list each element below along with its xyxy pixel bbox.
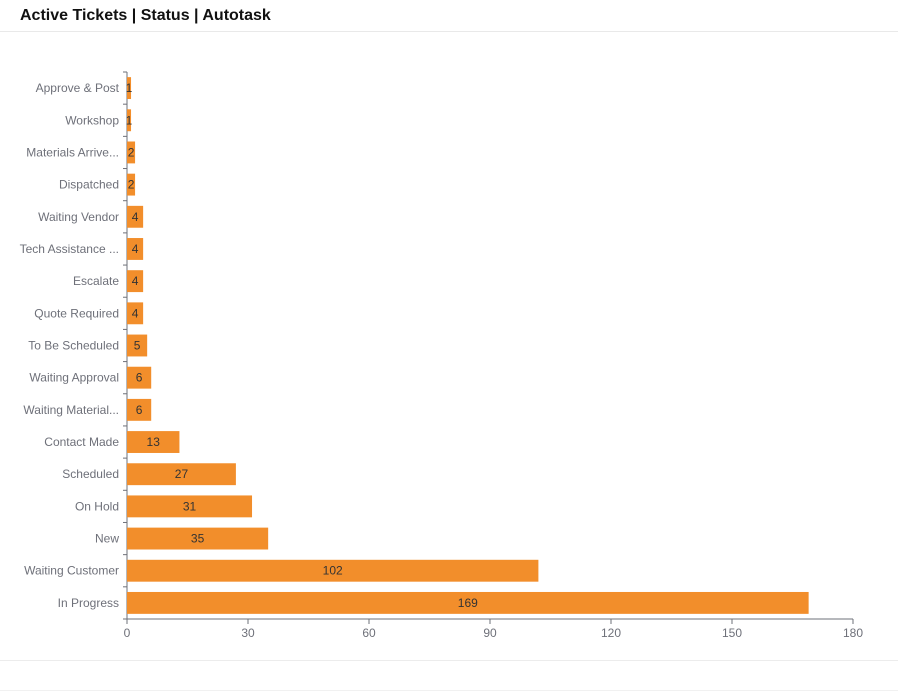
bar-value-label: 1 xyxy=(126,113,133,127)
y-tick-label: On Hold xyxy=(75,499,119,513)
bar-value-label: 6 xyxy=(136,403,143,417)
bar-value-label: 4 xyxy=(132,274,139,288)
chart-header: Active Tickets | Status | Autotask xyxy=(0,0,898,32)
bar xyxy=(127,559,539,582)
bar xyxy=(127,495,253,518)
bar-value-label: 1 xyxy=(126,81,133,95)
bar-value-label: 31 xyxy=(183,499,197,513)
bar-value-label: 35 xyxy=(191,532,205,546)
bar xyxy=(127,270,144,293)
bar-value-label: 2 xyxy=(128,145,135,159)
footer-divider-bottom xyxy=(0,690,898,691)
bar xyxy=(127,238,144,260)
x-tick-label: 30 xyxy=(241,626,255,640)
footer-divider xyxy=(0,660,898,661)
bar-value-label: 4 xyxy=(132,306,139,320)
bar xyxy=(127,463,236,486)
y-tick-label: Tech Assistance ... xyxy=(20,242,119,256)
x-tick-label: 60 xyxy=(362,626,376,640)
bar-chart: Approve & Post 1 Workshop 1 Materials Arrive… xyxy=(20,71,863,640)
bar xyxy=(127,334,148,357)
y-tick-label: Waiting Customer xyxy=(24,564,119,578)
bar-value-label: 5 xyxy=(134,339,141,353)
y-tick-label: Approve & Post xyxy=(36,81,120,95)
bar xyxy=(127,398,152,421)
x-tick-label: 180 xyxy=(843,626,863,640)
bar xyxy=(127,205,144,228)
bar xyxy=(127,366,152,389)
y-tick-label: Escalate xyxy=(73,274,119,288)
bar-value-label: 4 xyxy=(132,210,139,224)
bar xyxy=(127,109,132,132)
bar-value-label: 102 xyxy=(323,564,343,578)
x-tick-label: 150 xyxy=(722,626,742,640)
y-tick-label: Waiting Material... xyxy=(23,403,119,417)
bar xyxy=(127,77,132,100)
bar-value-label: 6 xyxy=(136,371,143,385)
y-tick-label: To Be Scheduled xyxy=(28,339,119,353)
bar xyxy=(127,527,269,550)
y-tick-label: Materials Arrive... xyxy=(26,145,119,159)
bar-value-label: 169 xyxy=(458,596,478,610)
bar-value-label: 13 xyxy=(147,435,161,449)
bar-value-label: 4 xyxy=(132,242,139,256)
bar xyxy=(127,591,809,614)
bar-value-label: 27 xyxy=(175,467,189,481)
bar xyxy=(127,173,136,196)
chart-title: Active Tickets | Status | Autotask xyxy=(20,7,271,24)
y-tick-label: Waiting Approval xyxy=(29,371,119,385)
bar xyxy=(127,302,144,325)
y-tick-label: Scheduled xyxy=(62,467,119,481)
y-tick-label: Quote Required xyxy=(34,306,119,320)
y-tick-label: Dispatched xyxy=(59,178,119,192)
bar-value-label: 2 xyxy=(128,178,135,192)
y-tick-label: Workshop xyxy=(65,113,119,127)
y-tick-label: New xyxy=(95,532,119,546)
y-tick-label: Waiting Vendor xyxy=(38,210,119,224)
bar xyxy=(127,431,180,453)
x-tick-label: 90 xyxy=(483,626,497,640)
y-tick-label: Contact Made xyxy=(44,435,119,449)
y-tick-label: In Progress xyxy=(58,596,119,610)
bar xyxy=(127,141,136,164)
x-tick-label: 0 xyxy=(124,626,131,640)
x-tick-label: 120 xyxy=(601,626,621,640)
